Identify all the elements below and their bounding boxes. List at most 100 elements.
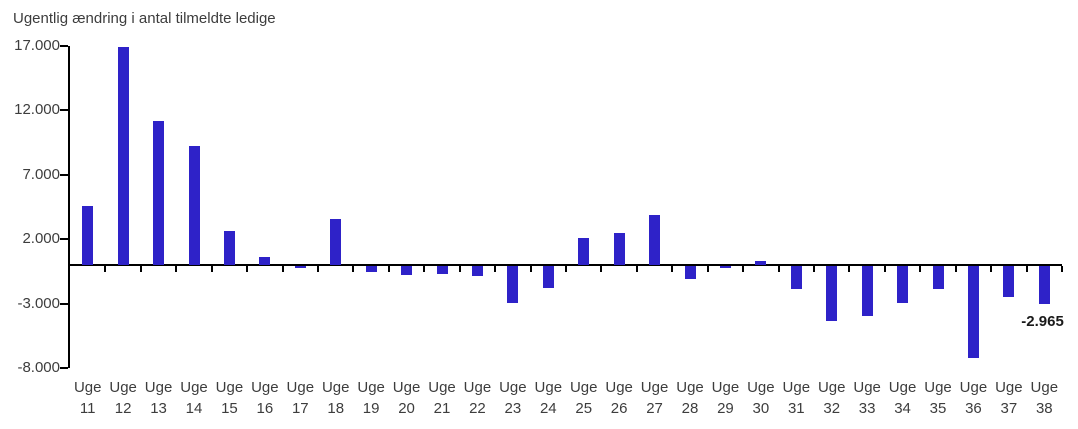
x-axis-label-uge-11: Uge 11 [70,377,106,419]
x-axis-label-uge-33: Uge 33 [849,377,885,419]
bar-uge-32 [826,265,838,322]
x-label-prefix: Uge [321,379,350,396]
x-label-week-number: 30 [752,400,770,417]
x-label-week-number: 36 [965,400,982,417]
x-label-prefix: Uge [924,379,952,396]
x-label-prefix: Uge [605,379,633,396]
bar-uge-21 [436,265,448,274]
x-label-prefix: Uge [959,379,988,396]
x-axis-tick [600,265,603,272]
x-label-prefix: Uge [109,379,137,396]
x-label-week-number: 27 [646,400,663,417]
x-label-prefix: Uge [73,379,102,396]
x-axis-tick [813,265,815,272]
x-axis-label-uge-23: Uge 23 [495,377,531,419]
x-axis-tick [1061,265,1063,272]
y-axis-tick [60,367,68,369]
x-axis-tick [104,265,107,272]
x-axis-label-uge-36: Uge 36 [955,377,991,419]
x-axis-label-uge-37: Uge 37 [991,377,1027,419]
x-label-prefix: Uge [569,379,598,396]
x-label-prefix: Uge [888,379,917,396]
x-label-prefix: Uge [711,379,740,396]
x-label-week-number: 12 [114,400,132,417]
bar-uge-28 [684,265,696,279]
x-axis-label-uge-16: Uge 16 [247,377,283,419]
x-label-prefix: Uge [286,379,315,396]
x-axis-tick [635,265,638,272]
x-axis-label-uge-22: Uge 22 [459,377,495,419]
x-axis-tick [387,265,390,272]
x-label-week-number: 22 [469,400,486,417]
bar-uge-30 [755,261,767,265]
x-axis-tick [954,265,957,272]
y-axis-tick-label: 12.000 [14,101,60,119]
x-label-week-number: 25 [575,400,593,417]
x-axis-label-uge-17: Uge 17 [282,377,318,419]
x-label-prefix: Uge [251,379,279,396]
x-axis-label-uge-32: Uge 32 [814,377,850,419]
x-label-prefix: Uge [357,379,385,396]
x-label-prefix: Uge [144,379,173,396]
bar-uge-13 [153,120,165,265]
x-axis-label-uge-13: Uge 13 [141,377,177,419]
x-label-prefix: Uge [640,379,669,396]
x-axis-tick [423,265,426,272]
x-label-prefix: Uge [463,379,492,396]
x-axis-tick [883,265,886,272]
x-label-week-number: 37 [1000,400,1018,417]
x-label-prefix: Uge [747,379,775,396]
bar-uge-16 [259,257,271,265]
x-axis-line [68,263,1062,266]
x-label-week-number: 33 [858,400,876,417]
x-label-prefix: Uge [817,379,846,396]
x-axis-label-uge-15: Uge 15 [211,377,247,419]
bar-uge-26 [613,233,625,265]
x-axis-label-uge-31: Uge 31 [778,377,814,419]
x-label-prefix: Uge [499,379,527,396]
y-axis-tick-label: 17.000 [14,37,60,54]
x-label-week-number: 14 [185,400,203,417]
x-label-prefix: Uge [534,379,563,396]
y-axis-tick-label: 7.000 [22,165,60,183]
x-label-week-number: 23 [504,400,522,417]
x-label-week-number: 34 [894,400,911,417]
x-label-week-number: 32 [823,400,841,417]
x-label-week-number: 16 [256,400,274,417]
x-axis-tick [210,265,213,272]
x-axis-label-uge-14: Uge 14 [176,377,212,419]
x-label-prefix: Uge [180,379,208,396]
x-axis-tick [246,265,249,272]
x-label-week-number: 35 [929,400,947,417]
x-label-prefix: Uge [1030,379,1059,396]
x-label-week-number: 24 [539,400,557,417]
bar-uge-18 [330,218,342,265]
x-axis-label-uge-27: Uge 27 [637,377,673,419]
x-label-week-number: 21 [433,400,451,417]
y-axis-tick [60,45,68,47]
x-axis-tick [565,265,567,272]
x-axis-tick [352,265,355,272]
bar-uge-31 [790,265,802,290]
bar-uge-23 [507,265,519,303]
y-axis-tick-label: -8.000 [17,359,60,376]
x-label-week-number: 17 [291,400,309,417]
bar-uge-12 [117,47,129,265]
bar-uge-37 [1003,265,1015,297]
x-label-week-number: 18 [327,400,345,417]
x-label-prefix: Uge [782,379,811,396]
x-axis-tick [671,265,674,272]
bar-uge-20 [401,265,413,275]
y-axis-tick [60,302,68,305]
x-axis-label-uge-35: Uge 35 [920,377,956,419]
x-axis-tick [317,265,319,272]
x-axis-label-uge-30: Uge 30 [743,377,779,419]
x-label-prefix: Uge [853,379,881,396]
y-axis-tick-label: -3.000 [17,294,60,312]
x-label-week-number: 26 [610,400,628,417]
x-label-prefix: Uge [995,379,1023,396]
x-axis-tick [777,265,780,272]
x-axis-tick [281,265,284,272]
